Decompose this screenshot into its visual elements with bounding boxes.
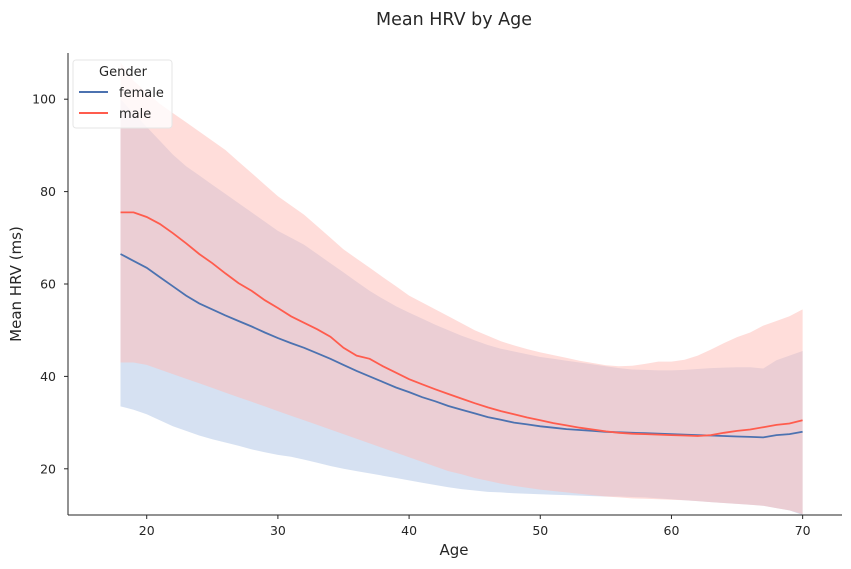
x-tick-labels: 20 30 40 50 60 70 (139, 515, 811, 538)
line-male (120, 211, 803, 437)
x-tick-label: 40 (401, 523, 417, 538)
x-tick-label: 20 (139, 523, 155, 538)
legend-title: Gender (99, 65, 148, 80)
chart-title: Mean HRV by Age (376, 10, 532, 30)
x-tick-label: 50 (532, 523, 548, 538)
x-axis-label: Age (439, 541, 468, 559)
legend-label-female: female (119, 86, 164, 101)
confidence-bands (120, 62, 803, 515)
x-tick-label: 70 (795, 523, 811, 538)
y-tick-label: 60 (40, 277, 56, 292)
y-tick-label: 20 (40, 461, 56, 476)
y-tick-label: 100 (32, 92, 56, 107)
x-tick-label: 30 (270, 523, 286, 538)
legend-box (72, 59, 173, 129)
x-tick-label: 60 (664, 523, 680, 538)
series-lines (120, 211, 803, 439)
y-axis-label: Mean HRV (ms) (7, 226, 25, 342)
band-male (120, 62, 803, 515)
y-tick-label: 80 (40, 184, 56, 199)
legend-label-male: male (119, 107, 151, 122)
y-tick-labels: 20 40 60 80 100 (32, 92, 68, 476)
y-tick-label: 40 (40, 369, 56, 384)
legend: Gender female male (72, 59, 173, 129)
